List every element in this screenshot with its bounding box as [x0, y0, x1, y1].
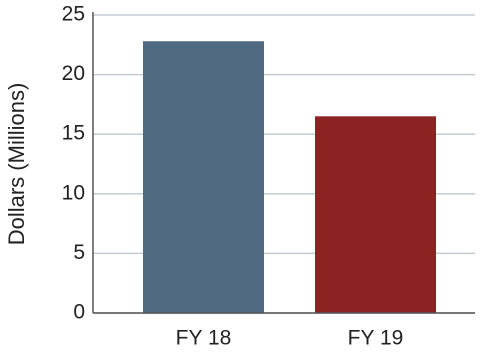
y-tick-label: 5	[73, 241, 85, 264]
y-tick-label: 0	[73, 301, 85, 324]
y-tick-label: 25	[62, 3, 85, 26]
y-axis-label: Dollars (Millions)	[4, 83, 29, 246]
y-tick-label: 20	[62, 62, 85, 85]
x-tick-label: FY 18	[176, 327, 232, 350]
y-tick-label: 15	[62, 122, 85, 145]
x-tick-label: FY 19	[348, 327, 404, 350]
bar	[143, 41, 264, 313]
y-tick-label: 10	[62, 181, 85, 204]
bar	[315, 116, 436, 313]
